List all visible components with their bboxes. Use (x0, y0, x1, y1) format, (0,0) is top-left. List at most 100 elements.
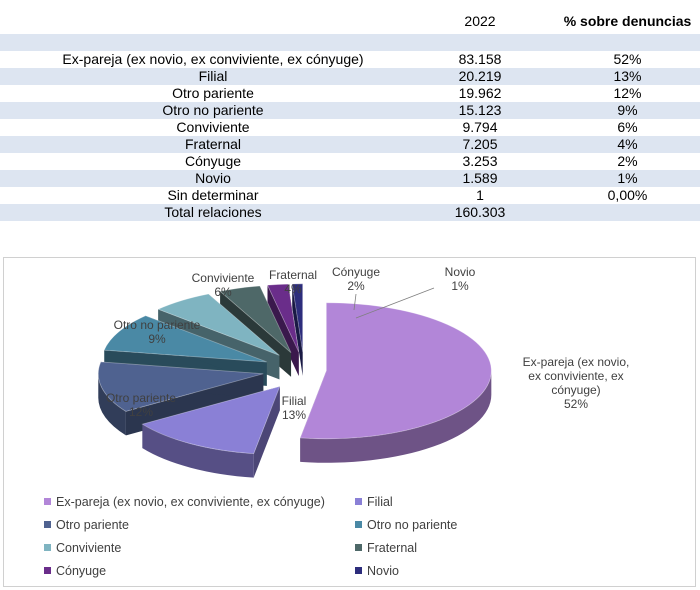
slice-label: Filial 13% (282, 394, 307, 422)
pie-slice (291, 283, 304, 352)
pie-tops (97, 283, 492, 455)
pie-slice-wall (300, 370, 492, 463)
table-row: Novio 1.589 1% (0, 170, 700, 187)
pie-slice (103, 315, 267, 363)
slice-percent: 52% (564, 397, 588, 411)
slice-percent: 4% (284, 282, 302, 296)
slice-label-line: cónyuge) (551, 383, 600, 397)
legend-swatch (44, 521, 51, 528)
table-header: 2022 % sobre denuncias (0, 13, 700, 30)
legend-label: Conviviente (56, 541, 121, 555)
pie-slice (141, 385, 281, 455)
legend-swatch (44, 498, 51, 505)
leader-line (353, 293, 357, 311)
slice-label-line: Cónyuge (332, 265, 380, 279)
legend-label: Otro no pariente (367, 518, 457, 532)
pie-slice (97, 361, 264, 412)
slice-label-line: Filial (282, 394, 307, 408)
table-row: Ex-pareja (ex novio, ex conviviente, ex … (0, 51, 700, 68)
legend-swatch (355, 498, 362, 505)
slice-label-line: Otro pariente (106, 391, 176, 405)
row-value: 3.253 (462, 153, 498, 169)
legend-swatch (355, 544, 362, 551)
row-label: Filial (198, 68, 228, 84)
slice-label-line: Fraternal (269, 268, 317, 282)
slice-label-line: Conviviente (192, 271, 255, 285)
row-value: 15.123 (458, 102, 502, 118)
slice-label: Ex-pareja (ex novio, ex conviviente, ex có… (523, 355, 630, 411)
row-percent: 52% (613, 51, 642, 67)
row-label: Cónyuge (184, 153, 242, 169)
total-value: 160.303 (454, 204, 506, 220)
pie-slice (219, 285, 292, 354)
legend-label: Cónyuge (56, 564, 106, 578)
pie-chart: Ex-pareja (ex novio, ex conviviente, ex có… (3, 257, 696, 587)
legend-label: Filial (367, 495, 393, 509)
slice-percent: 9% (148, 332, 166, 346)
row-percent: 12% (613, 85, 642, 101)
slice-percent: 6% (214, 285, 232, 299)
slice-label: Cónyuge 2% (332, 265, 380, 293)
legend-swatch (355, 567, 362, 574)
row-label: Fraternal (184, 136, 242, 152)
slice-label-line: Ex-pareja (ex novio, (523, 355, 630, 369)
slice-percent: 13% (282, 408, 306, 422)
slice-percent: 1% (451, 279, 469, 293)
slice-label: Fraternal 4% (269, 268, 317, 296)
pie-slice (299, 302, 492, 440)
legend-label: Otro pariente (56, 518, 129, 532)
pie-slice-side (292, 283, 303, 376)
row-value: 83.158 (458, 51, 502, 67)
table-row: Otro no pariente 15.123 9% (0, 102, 700, 119)
row-label: Sin determinar (167, 187, 259, 203)
pie-slice-wall (142, 424, 254, 478)
slice-percent: 12% (129, 405, 153, 419)
percent-header: % sobre denuncias (563, 13, 692, 29)
row-value: 1 (476, 187, 484, 203)
row-value: 9.794 (462, 119, 498, 135)
legend-label: Ex-pareja (ex novio, ex conviviente, ex … (56, 495, 325, 509)
slice-label: Novio 1% (445, 265, 476, 293)
slice-label-line: Novio (445, 265, 476, 279)
row-value: 20.219 (458, 68, 502, 84)
row-percent: 6% (617, 119, 638, 135)
pie-chart-canvas: Ex-pareja (ex novio, ex conviviente, ex có… (44, 265, 629, 578)
table-row: Fraternal 7.205 4% (0, 136, 700, 153)
legend: Ex-pareja (ex novio, ex conviviente, ex … (44, 495, 457, 578)
table-total-row: Total relaciones 160.303 (0, 204, 700, 221)
row-percent: 13% (613, 68, 642, 84)
legend-label: Novio (367, 564, 399, 578)
pie-slice (266, 283, 300, 353)
row-percent: 9% (617, 102, 638, 118)
row-label: Otro no pariente (162, 102, 264, 118)
legend-swatch (355, 521, 362, 528)
pie-slice-wall (98, 373, 126, 436)
legend-swatch (44, 567, 51, 574)
row-value: 19.962 (458, 85, 502, 101)
table-row: Sin determinar 1 0,00% (0, 187, 700, 204)
table-row: Filial 20.219 13% (0, 68, 700, 85)
row-label: Conviviente (176, 119, 250, 135)
row-label: Ex-pareja (ex novio, ex conviviente, ex … (62, 51, 364, 67)
row-percent: 1% (617, 170, 638, 186)
slice-label-line: Otro no pariente (114, 318, 201, 332)
row-percent: 4% (617, 136, 638, 152)
total-label: Total relaciones (164, 204, 262, 220)
row-label: Novio (195, 170, 231, 186)
row-percent: 2% (617, 153, 638, 169)
table-row: Otro pariente 19.962 12% (0, 85, 700, 102)
row-value: 7.205 (462, 136, 498, 152)
slice-percent: 2% (347, 279, 365, 293)
slice-label-line: ex conviviente, ex (528, 369, 623, 383)
row-value: 1.589 (462, 170, 498, 186)
table-row: Conviviente 9.794 6% (0, 119, 700, 136)
year-header: 2022 (464, 13, 496, 29)
slice-label: Otro no pariente 9% (114, 318, 201, 346)
row-label: Otro pariente (172, 85, 254, 101)
leader-line (355, 287, 435, 319)
row-percent: 0,00% (607, 187, 648, 203)
slice-label: Otro pariente 12% (106, 391, 176, 419)
legend-label: Fraternal (367, 541, 417, 555)
table-spacer-row (0, 34, 700, 51)
slice-labels: Ex-pareja (ex novio, ex conviviente, ex có… (106, 265, 629, 422)
